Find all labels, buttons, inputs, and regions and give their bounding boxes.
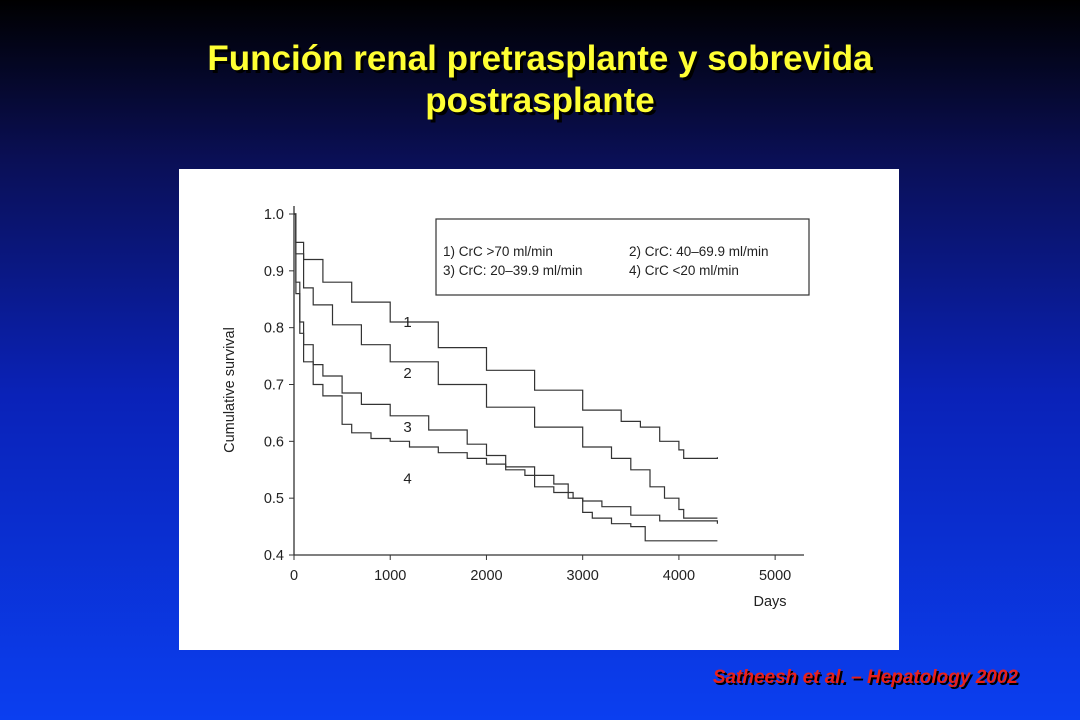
curve-label-2: 2 <box>403 365 411 382</box>
y-tick-label: 1.0 <box>264 207 284 223</box>
y-axis-label: Cumulative survival <box>222 327 238 453</box>
x-axis-label: Days <box>753 594 786 610</box>
curve-label-4: 4 <box>403 470 411 487</box>
legend-entry-4: 4) CrC <20 ml/min <box>629 263 739 278</box>
survival-curve-4 <box>294 213 718 524</box>
x-tick-label: 0 <box>290 568 298 584</box>
y-tick-label: 0.9 <box>264 264 284 280</box>
x-tick-label: 1000 <box>374 568 406 584</box>
survival-chart-panel: 0 1000 2000 3000 4000 5000 0.4 0.5 0.6 0.7 0.8 0.9 1… <box>179 169 899 650</box>
survival-curve-3 <box>294 213 718 542</box>
slide-title: Función renal pretrasplante y sobrevida … <box>40 38 1040 122</box>
survival-curve-2 <box>294 213 718 519</box>
slide-title-line2: postrasplante <box>425 81 655 120</box>
curve-label-1: 1 <box>403 314 411 331</box>
y-tick-label: 0.4 <box>264 548 284 564</box>
chart-legend: 1) CrC >70 ml/min 2) CrC: 40–69.9 ml/min… <box>435 218 810 296</box>
legend-box <box>435 218 810 296</box>
legend-entry-3: 3) CrC: 20–39.9 ml/min <box>443 263 583 278</box>
slide-title-line1: Función renal pretrasplante y sobrevida <box>207 39 873 78</box>
x-tick-label: 4000 <box>663 568 695 584</box>
chart-curves: 1 2 3 4 <box>294 213 718 542</box>
y-tick-label: 0.7 <box>264 378 284 394</box>
y-tick-label: 0.6 <box>264 434 284 450</box>
x-tick-label: 3000 <box>567 568 599 584</box>
citation: Satheesh et al. – Hepatology 2002 <box>712 667 1018 688</box>
y-tick-label: 0.8 <box>264 321 284 337</box>
survival-curve-1 <box>294 213 718 459</box>
x-tick-label: 5000 <box>759 568 791 584</box>
chart-axes: 0 1000 2000 3000 4000 5000 0.4 0.5 0.6 0.7 0.8 0.9 1… <box>264 206 804 584</box>
survival-chart: 0 1000 2000 3000 4000 5000 0.4 0.5 0.6 0.7 0.8 0.9 1… <box>222 206 810 610</box>
x-tick-label: 2000 <box>470 568 502 584</box>
legend-entry-1: 1) CrC >70 ml/min <box>443 244 553 259</box>
y-tick-label: 0.5 <box>264 491 284 507</box>
curve-label-3: 3 <box>403 419 411 436</box>
legend-entry-2: 2) CrC: 40–69.9 ml/min <box>629 244 769 259</box>
